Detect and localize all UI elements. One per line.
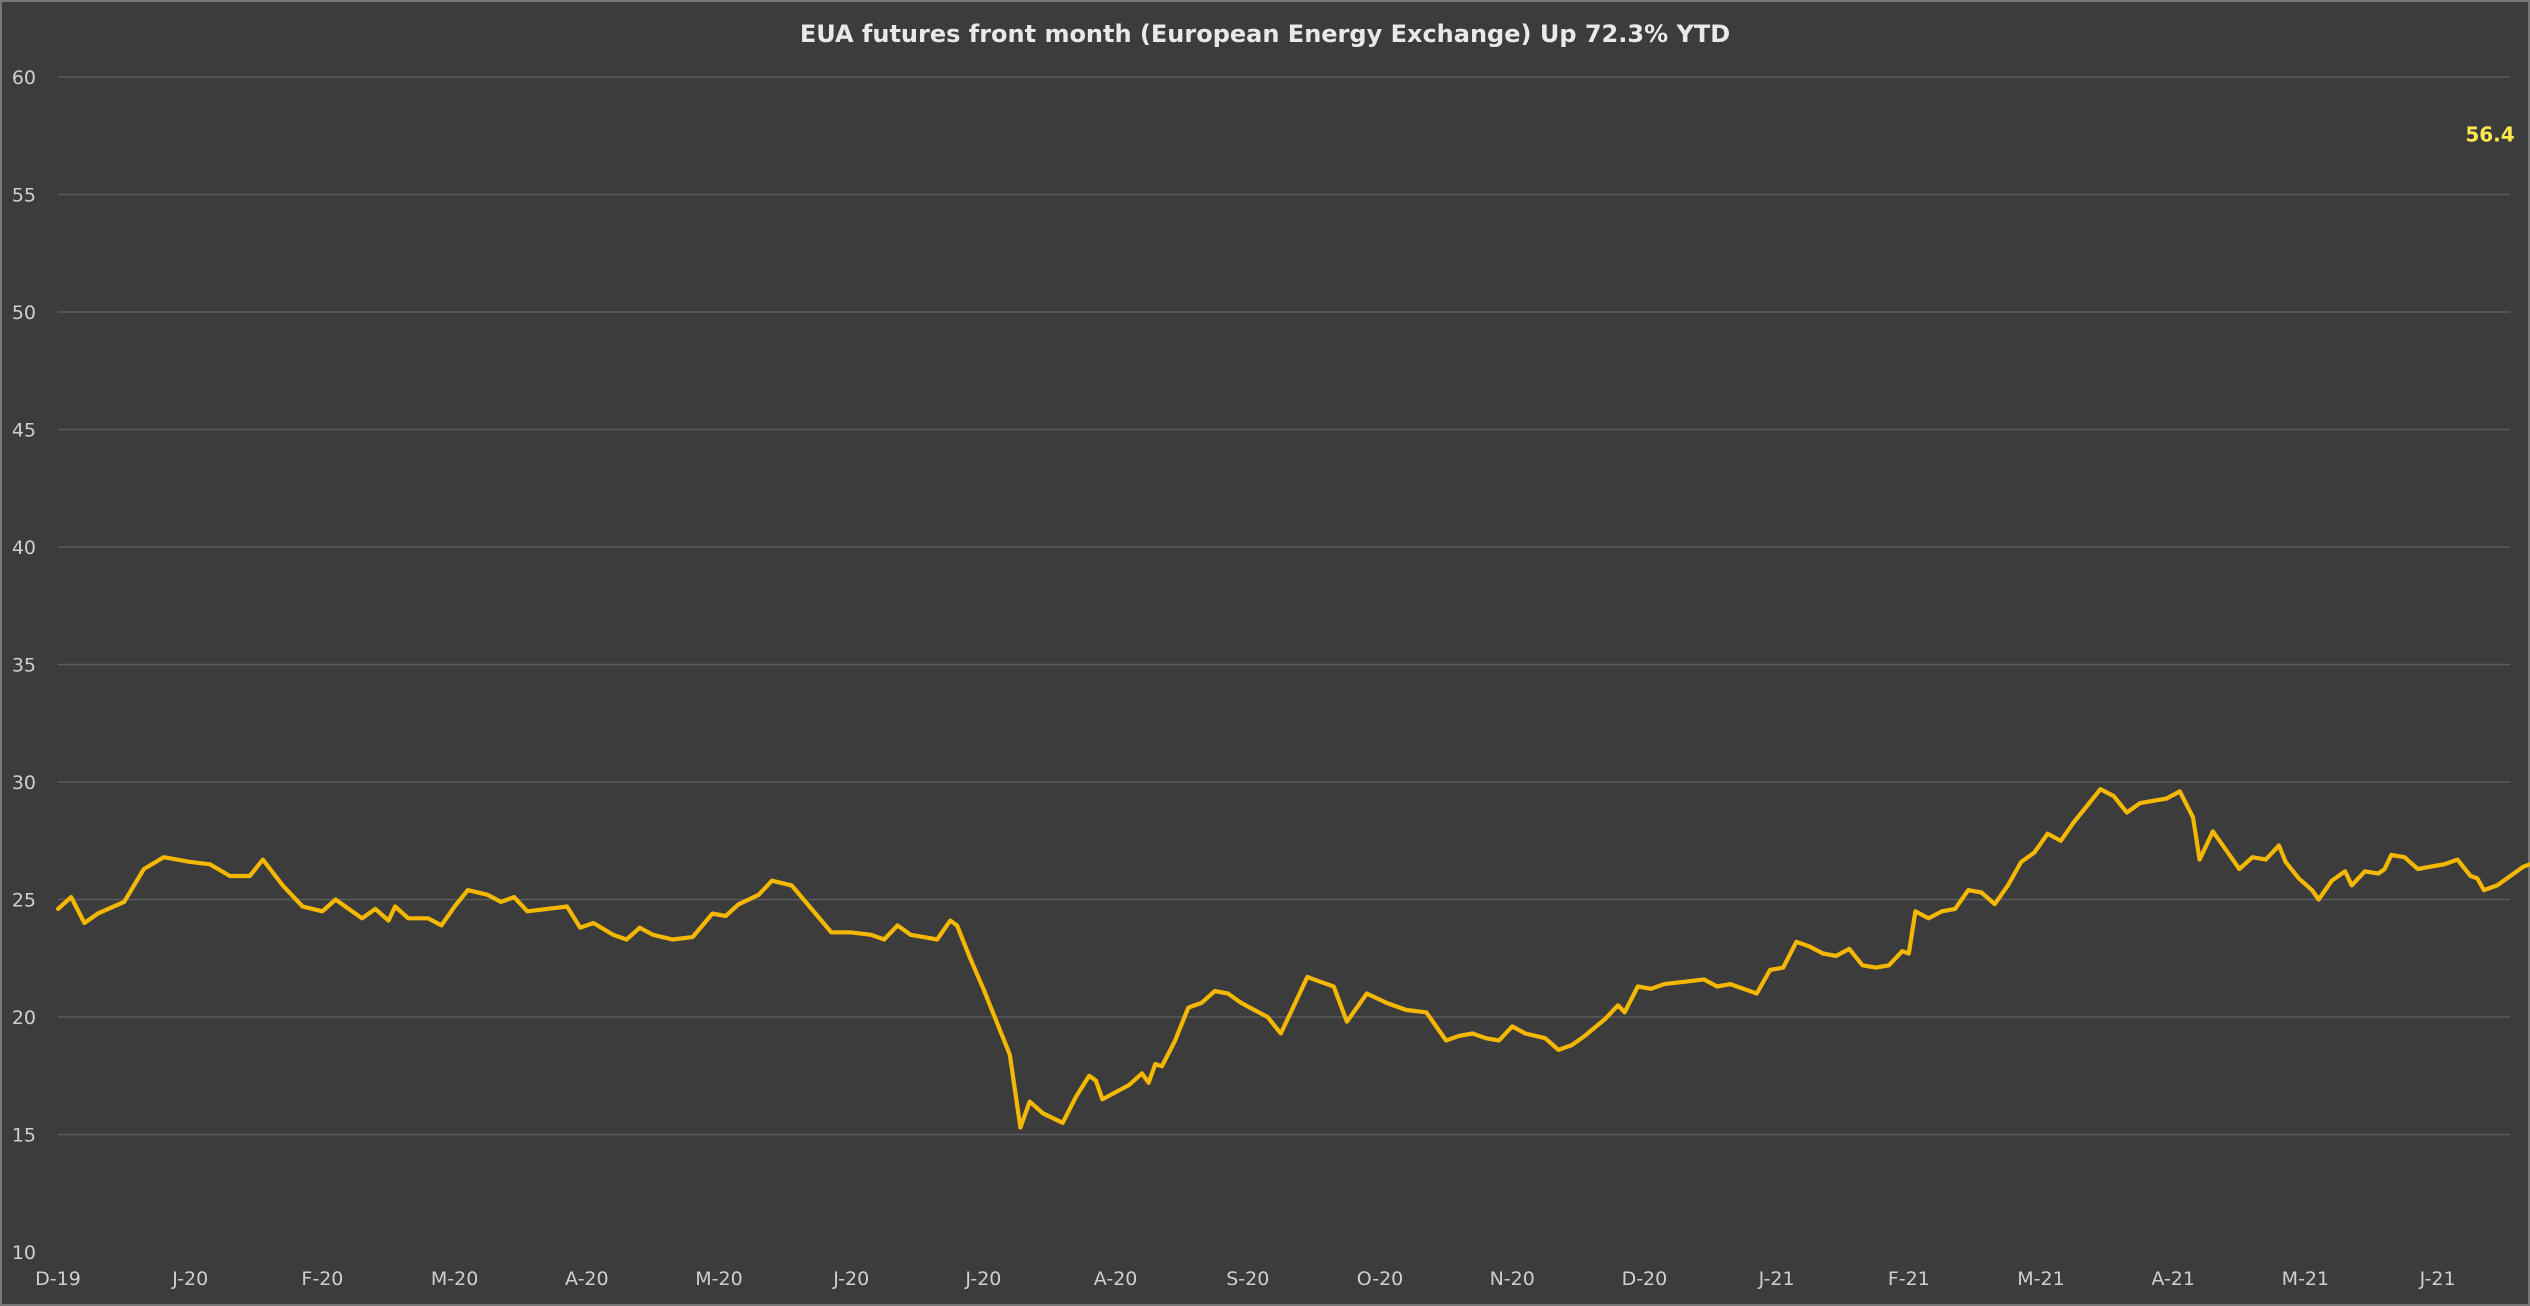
chart-title: EUA futures front month (European Energy… bbox=[800, 20, 1730, 48]
x-tick-label: J-20 bbox=[832, 1268, 869, 1290]
y-tick-label: 15 bbox=[12, 1125, 36, 1147]
gridlines bbox=[58, 76, 2510, 1136]
x-tick-label: M-21 bbox=[2282, 1268, 2329, 1290]
y-tick-label: 25 bbox=[12, 890, 36, 912]
x-tick-label: D-19 bbox=[35, 1268, 81, 1290]
x-tick-label: J-21 bbox=[2419, 1268, 2456, 1290]
y-tick-label: 35 bbox=[12, 655, 36, 677]
y-tick-label: 55 bbox=[12, 185, 36, 207]
x-tick-label: F-21 bbox=[1888, 1268, 1930, 1290]
x-tick-label: N-20 bbox=[1490, 1268, 1535, 1290]
y-tick-label: 20 bbox=[12, 1007, 36, 1029]
last-value-label: 56.4 bbox=[2465, 123, 2514, 147]
y-tick-label: 45 bbox=[12, 420, 36, 442]
y-tick-label: 50 bbox=[12, 302, 36, 324]
x-tick-label: S-20 bbox=[1226, 1268, 1269, 1290]
y-tick-label: 10 bbox=[12, 1242, 36, 1264]
x-tick-label: O-20 bbox=[1357, 1268, 1404, 1290]
x-tick-label: D-20 bbox=[1622, 1268, 1668, 1290]
y-tick-label: 40 bbox=[12, 537, 36, 559]
x-tick-label: A-21 bbox=[2151, 1268, 2195, 1290]
x-tick-label: M-20 bbox=[695, 1268, 742, 1290]
x-tick-label: J-21 bbox=[1758, 1268, 1795, 1290]
x-tick-label: J-20 bbox=[964, 1268, 1001, 1290]
y-axis-ticks: 10 15 20 25 30 35 40 45 50 55 60 bbox=[12, 67, 36, 1264]
x-tick-label: M-21 bbox=[2017, 1268, 2064, 1290]
x-axis-ticks: D-19 J-20 F-20 M-20 A-20 M-20 J-20 J-20 A-20 S-20… bbox=[35, 1268, 2455, 1290]
x-tick-label: F-20 bbox=[301, 1268, 343, 1290]
x-tick-label: J-20 bbox=[171, 1268, 208, 1290]
x-tick-label: A-20 bbox=[565, 1268, 609, 1290]
x-tick-label: M-20 bbox=[431, 1268, 478, 1290]
y-tick-label: 60 bbox=[12, 67, 36, 89]
x-tick-label: A-20 bbox=[1094, 1268, 1138, 1290]
y-tick-label: 30 bbox=[12, 772, 36, 794]
series-line-eua-futures bbox=[55, 787, 2530, 1130]
